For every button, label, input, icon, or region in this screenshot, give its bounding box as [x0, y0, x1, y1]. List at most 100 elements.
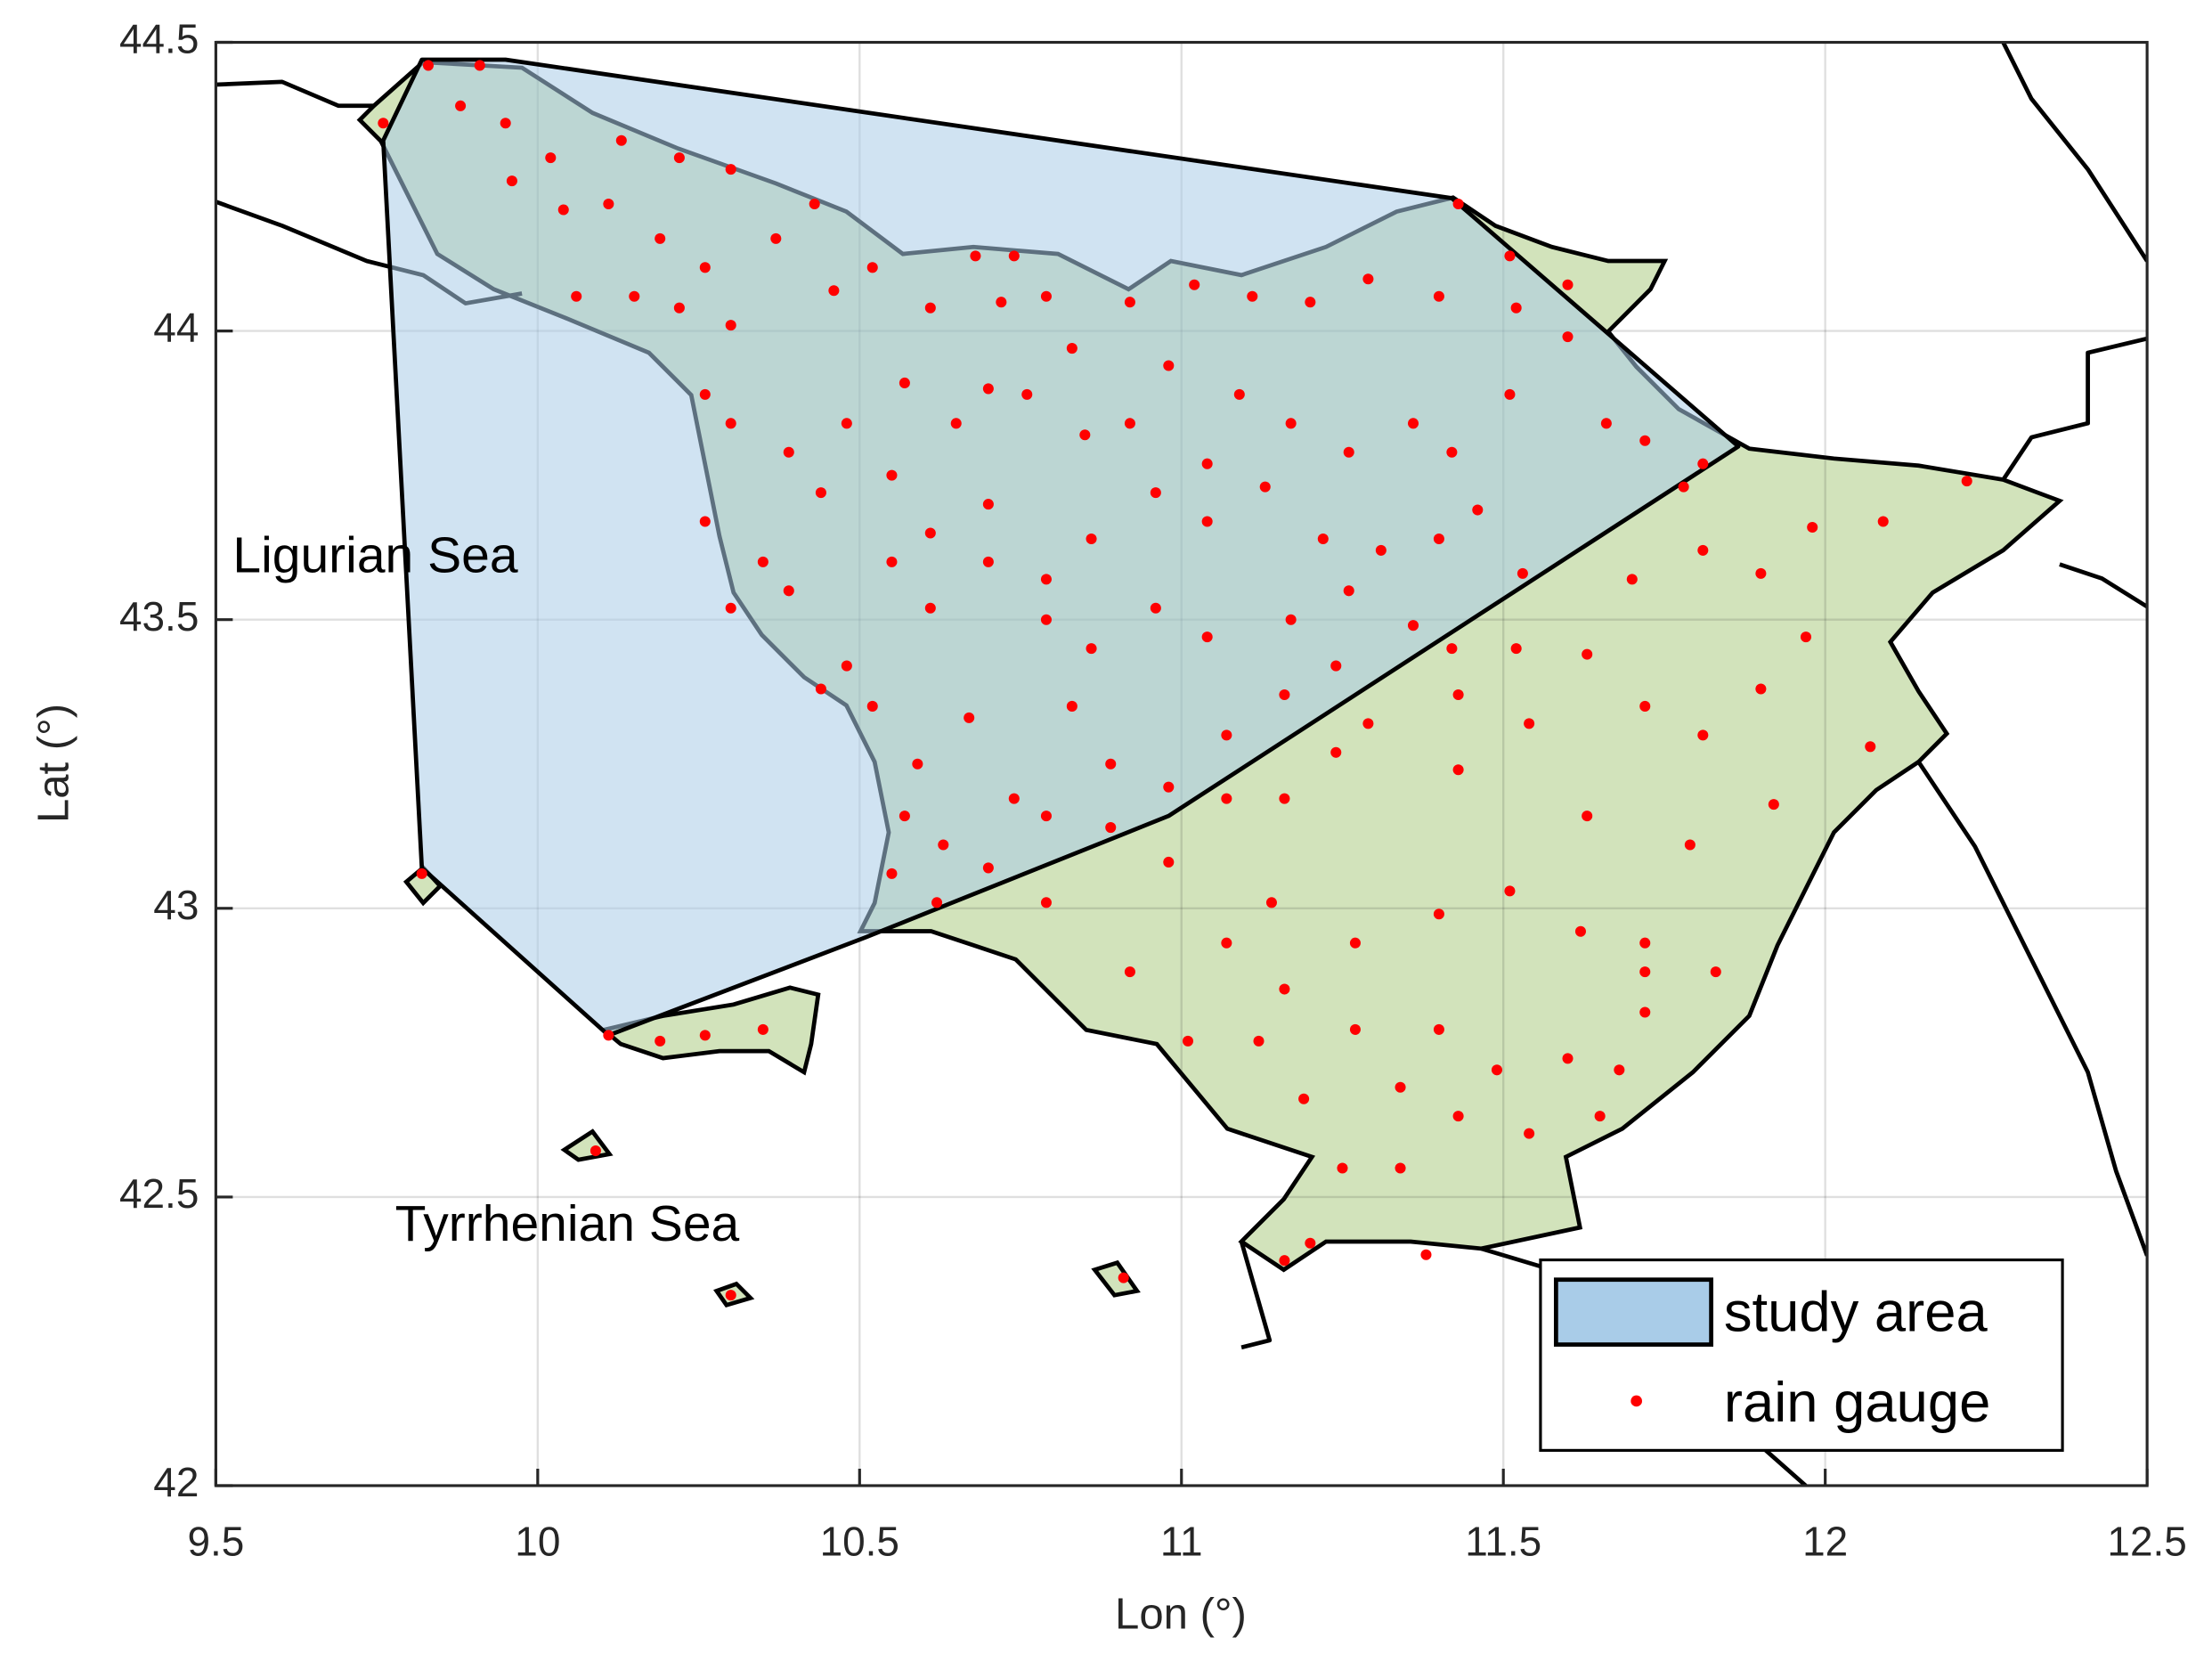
rain-gauge [1697, 458, 1709, 469]
rain-gauge [629, 290, 640, 302]
rain-gauge [841, 418, 852, 429]
rain-gauge [1021, 388, 1033, 400]
rain-gauge [1877, 516, 1889, 527]
rain-gauge [1279, 793, 1290, 804]
rain-gauge [1317, 533, 1329, 544]
rain-gauge [815, 683, 826, 695]
rain-gauge [924, 527, 936, 539]
rain-gauge [1407, 418, 1419, 429]
rain-gauge [1279, 688, 1290, 700]
rain-gauge [699, 262, 711, 273]
rain-gauge [1433, 290, 1444, 302]
coastline [2001, 42, 2148, 263]
y-tick-label: 44.5 [119, 16, 199, 62]
rain-gauge [1639, 937, 1651, 949]
rain-gauge [1086, 533, 1097, 544]
rain-gauge [912, 758, 923, 770]
rain-gauge [1433, 908, 1444, 920]
rain-gauge [982, 499, 994, 510]
rain-gauge [557, 204, 569, 216]
x-axis-label: Lon (°) [1115, 1590, 1247, 1638]
rain-gauge [886, 556, 898, 567]
rain-gauge [982, 383, 994, 395]
rain-gauge [422, 60, 434, 71]
rain-gauge [1201, 458, 1213, 469]
rain-gauge [1452, 688, 1464, 700]
rain-gauge [931, 897, 943, 908]
rain-gauge [1343, 446, 1354, 458]
legend-swatch [1553, 1277, 1713, 1347]
rain-gauge [1517, 567, 1528, 579]
rain-gauge [416, 868, 427, 879]
rain-gauge [1639, 435, 1651, 446]
rain-gauge [1201, 516, 1213, 527]
rain-gauge [1614, 1064, 1625, 1076]
rain-gauge [1446, 643, 1458, 655]
rain-gauge [1040, 290, 1052, 302]
plot-area: 9.5 10 10.5 11 11.5 12 12.5 42 42.5 43 43.5 44 44.5 [119, 16, 2187, 1565]
rain-gauge [1395, 1081, 1406, 1093]
y-tick-label: 44 [153, 305, 199, 351]
coastline [1916, 761, 2148, 1257]
rain-gauge [1375, 544, 1387, 556]
rain-gauge [1279, 983, 1290, 995]
legend-label: rain gauge [1724, 1372, 1990, 1434]
rain-gauge [699, 388, 711, 400]
y-axis-label: Lat (°) [29, 704, 77, 823]
rain-gauge [1504, 885, 1516, 897]
rain-gauge [378, 118, 389, 129]
rain-gauge [841, 660, 852, 672]
rain-gauge [1305, 1237, 1316, 1249]
rain-gauge [699, 516, 711, 527]
x-tick-label: 11 [1160, 1519, 1203, 1565]
rain-gauge [886, 469, 898, 481]
rain-gauge [590, 1145, 601, 1157]
y-tick-label: 43.5 [119, 593, 199, 640]
rain-gauge [725, 1290, 736, 1301]
rain-gauge [603, 1030, 614, 1041]
rain-gauge [1349, 1023, 1361, 1035]
rain-gauge [1755, 683, 1767, 695]
coastline [216, 79, 374, 109]
rain-gauge [1582, 811, 1593, 822]
rain-gauge [545, 152, 557, 164]
rain-gauge [1150, 487, 1161, 499]
rain-gauge [938, 839, 949, 851]
rain-gauge [1285, 418, 1297, 429]
rain-gauge [1420, 1249, 1432, 1260]
rain-gauge [1961, 476, 1972, 487]
rain-gauge [1066, 700, 1078, 712]
rain-gauge [474, 60, 485, 71]
rain-gauge [1285, 614, 1297, 625]
rain-gauge [1504, 388, 1516, 400]
rain-gauge [1233, 388, 1245, 400]
legend: study area rain gauge [1539, 1258, 2064, 1452]
rain-gauge [783, 585, 794, 597]
rain-gauge [725, 602, 736, 614]
rain-gauge [1221, 793, 1232, 804]
rain-gauge [1562, 279, 1574, 290]
rain-gauge [1504, 250, 1516, 262]
rain-gauge [1298, 1093, 1310, 1104]
rain-gauge [1163, 781, 1175, 793]
rain-gauge [1201, 631, 1213, 643]
rain-gauge [603, 198, 614, 210]
x-tick-label: 9.5 [187, 1519, 244, 1565]
rain-gauge [770, 232, 782, 244]
rain-gauge [455, 100, 467, 111]
annotation: Ligurian Sea [232, 526, 517, 583]
rain-gauge [1362, 273, 1374, 285]
rain-gauge [1362, 718, 1374, 729]
rain-gauge [1008, 250, 1020, 262]
rain-gauge [1600, 418, 1612, 429]
study-area [380, 57, 1741, 1038]
rain-gauge [1124, 418, 1135, 429]
rain-gauge [982, 556, 994, 567]
rain-gauge [866, 700, 878, 712]
rain-gauge [1639, 966, 1651, 978]
rain-gauge [571, 290, 582, 302]
island [560, 1128, 614, 1162]
rain-gauge [1510, 643, 1522, 655]
rain-gauge [1639, 700, 1651, 712]
